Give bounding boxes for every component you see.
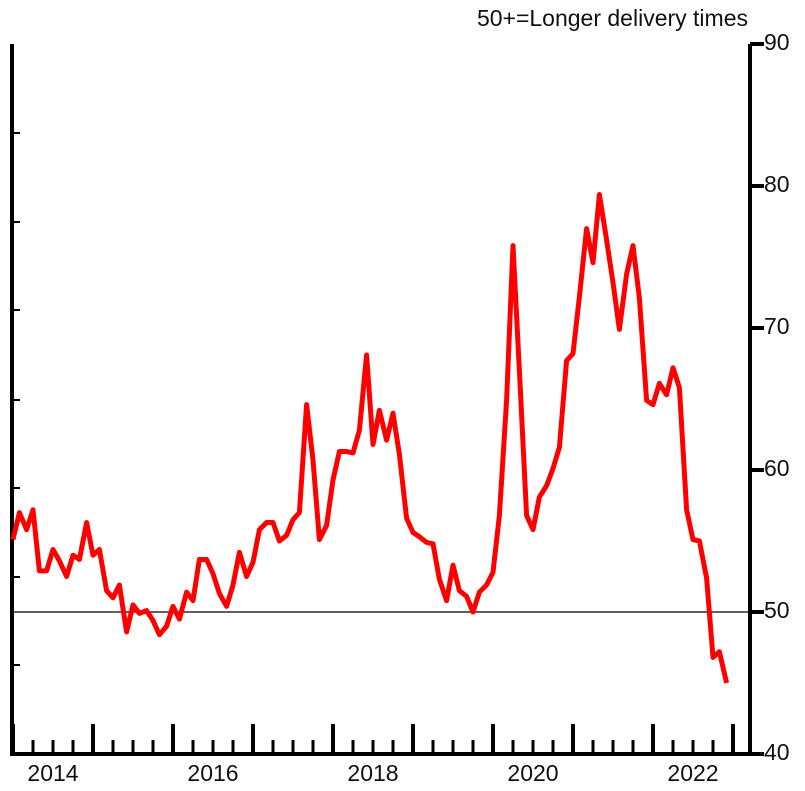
left-ticks [12,132,20,666]
x-tick-label: 2018 [347,760,398,786]
chart-title: 50+=Longer delivery times [477,5,748,31]
y-tick-label: 60 [764,455,790,481]
y-tick-label: 90 [764,29,790,55]
x-tick-label: 2020 [507,760,558,786]
y-tick-label: 40 [764,739,790,765]
x-tick-label: 2022 [667,760,718,786]
data-line [10,192,730,684]
y-tick-label: 80 [764,171,790,197]
y-tick-label: 70 [764,313,790,339]
x-tick-label: 2014 [27,760,78,786]
y-tick-label: 50 [764,597,790,623]
x-tick-label: 2016 [187,760,238,786]
